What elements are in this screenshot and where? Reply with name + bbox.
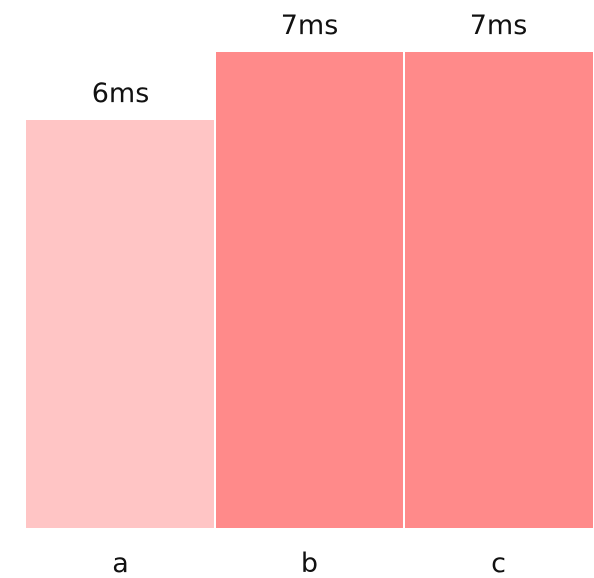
category-label-c: c: [491, 548, 506, 578]
bar-b: [216, 52, 403, 528]
category-label-a: a: [112, 548, 129, 578]
value-label-b: 7ms: [281, 10, 339, 41]
category-label-b: b: [301, 548, 318, 578]
bar-c: [405, 52, 593, 528]
bars-layer: [26, 52, 593, 528]
category-labels-layer: a b c: [112, 548, 506, 578]
value-label-c: 7ms: [470, 10, 528, 41]
bar-a: [26, 120, 214, 528]
value-labels-layer: 6ms 7ms 7ms: [92, 10, 528, 109]
value-label-a: 6ms: [92, 78, 150, 109]
